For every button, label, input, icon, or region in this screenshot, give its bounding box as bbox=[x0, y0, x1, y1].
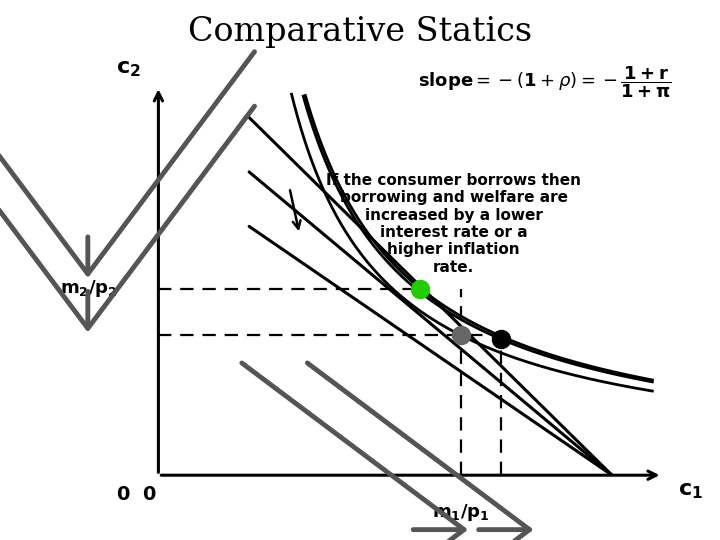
Text: $\mathbf{slope} = -(\mathbf{1}+\rho) = -\dfrac{\mathbf{1+r}}{\mathbf{1+\pi}}$: $\mathbf{slope} = -(\mathbf{1}+\rho) = -… bbox=[418, 65, 671, 100]
Text: $\mathbf{m_2/p_2}$: $\mathbf{m_2/p_2}$ bbox=[60, 278, 118, 299]
Text: $\mathbf{c_2}$: $\mathbf{c_2}$ bbox=[116, 59, 140, 79]
Text: 0: 0 bbox=[142, 485, 155, 504]
Text: $\mathbf{c_1}$: $\mathbf{c_1}$ bbox=[678, 481, 703, 501]
Text: Comparative Statics: Comparative Statics bbox=[188, 16, 532, 48]
Text: 0: 0 bbox=[117, 485, 130, 504]
Text: If the consumer borrows then
borrowing and welfare are
increased by a lower
inte: If the consumer borrows then borrowing a… bbox=[326, 173, 581, 275]
Text: $\mathbf{m_1/p_1}$: $\mathbf{m_1/p_1}$ bbox=[432, 502, 490, 523]
